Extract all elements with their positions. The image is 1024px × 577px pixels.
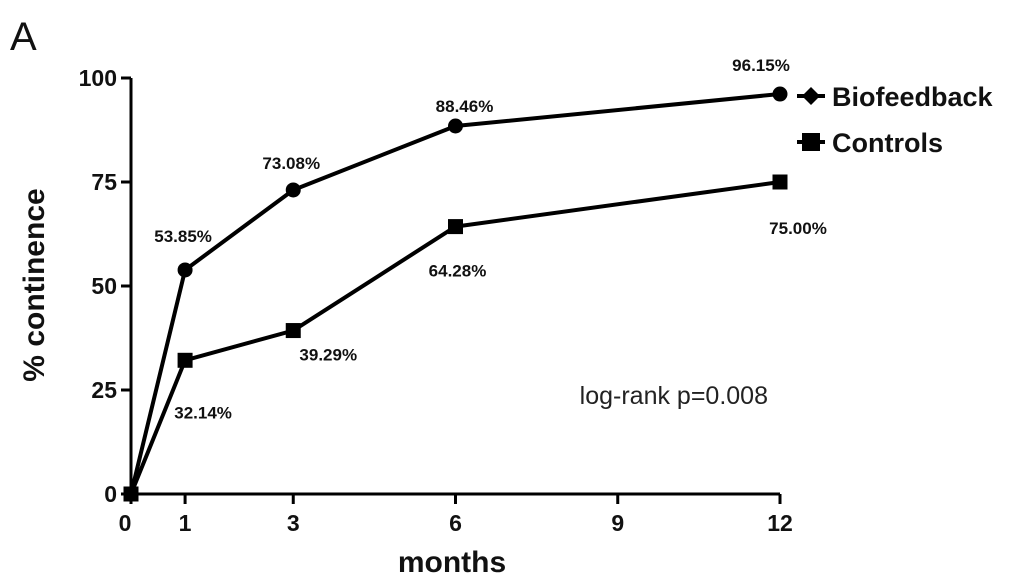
data-label: 96.15% [732, 56, 790, 75]
x-tick-label: 1 [179, 510, 192, 536]
series-controls: 32.14% 39.29% 64.28% 75.00% [123, 174, 827, 502]
legend: Biofeedback Controls [797, 82, 994, 158]
x-ticks: 0 1 3 6 9 12 [119, 494, 793, 536]
x-tick-label: 6 [449, 510, 462, 536]
y-axis-title: % continence [18, 188, 51, 381]
y-axis: 0 25 50 75 100 [79, 65, 133, 507]
data-point [177, 352, 193, 368]
y-tick-label: 50 [91, 273, 117, 299]
legend-item-controls: Controls [797, 128, 943, 158]
series-line [129, 92, 781, 495]
data-point [448, 219, 463, 235]
data-point [285, 323, 301, 339]
data-point [177, 262, 193, 278]
data-point [772, 86, 788, 102]
data-label: 64.28% [429, 262, 487, 281]
log-rank-annotation: log-rank p=0.008 [580, 382, 768, 410]
series-layer: 53.85% 73.08% 88.46% 96.15% 32.14% 39.29% 64.2… [123, 56, 827, 502]
x-axis-title: months [398, 546, 506, 577]
legend-label: Biofeedback [832, 82, 994, 112]
y-tick-label: 75 [91, 169, 117, 195]
x-tick-label: 0 [119, 510, 132, 536]
y-tick-label: 100 [79, 65, 117, 91]
legend-marker [802, 87, 820, 105]
y-ticks: 0 25 50 75 100 [79, 65, 131, 507]
x-tick-label: 3 [287, 510, 300, 536]
y-tick-label: 0 [104, 481, 117, 507]
data-label: 39.29% [299, 346, 357, 365]
data-point [772, 174, 788, 190]
data-point [123, 486, 139, 502]
data-label: 53.85% [154, 227, 212, 246]
legend-label: Controls [832, 128, 943, 158]
x-tick-label: 9 [611, 510, 624, 536]
series-biofeedback: 53.85% 73.08% 88.46% 96.15% [123, 56, 790, 502]
data-label: 88.46% [436, 97, 494, 116]
data-point [448, 118, 463, 134]
y-tick-label: 25 [91, 377, 117, 403]
legend-item-biofeedback: Biofeedback [797, 82, 994, 112]
x-tick-label: 12 [767, 510, 793, 536]
data-point [285, 182, 301, 198]
data-label: 75.00% [769, 219, 827, 238]
legend-marker [802, 133, 820, 151]
data-label: 73.08% [262, 154, 320, 173]
panel-label: A [10, 15, 37, 59]
data-label: 32.14% [174, 403, 232, 422]
x-axis: 0 1 3 6 9 12 [119, 492, 793, 536]
